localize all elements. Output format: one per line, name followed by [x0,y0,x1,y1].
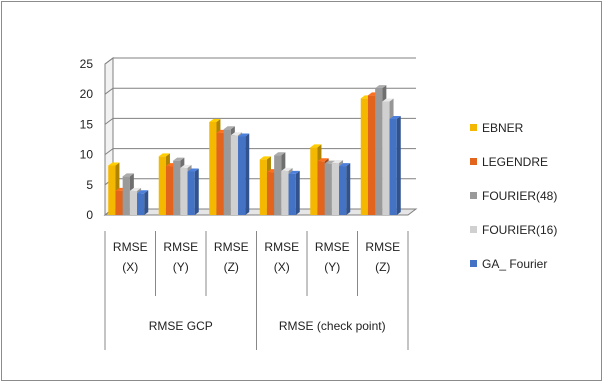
bar [238,136,246,215]
bar [288,173,296,215]
bar [158,156,166,215]
category-label: (Y) [173,260,189,274]
bar-side [245,133,250,215]
bar-top [108,162,120,166]
bar-top [180,164,192,168]
category-label: (Z) [224,260,239,274]
category-label: RMSE [365,240,400,254]
category-label: (Z) [375,260,390,274]
legend-label: LEGENDRE [482,155,548,169]
group-label: RMSE (check point) [279,319,386,333]
legend-label: FOURIER(48) [482,189,557,203]
bar [115,190,123,215]
y-tick-label: 15 [80,117,94,131]
bar [331,163,340,215]
bar-top [129,187,142,191]
legend-swatch [470,260,477,267]
y-tick-label: 0 [86,208,93,222]
bar [137,193,145,215]
bar-top [122,173,134,177]
bar [281,170,289,215]
legend-swatch [470,226,477,233]
bar-top [331,160,344,164]
bar-top [137,190,149,194]
bar-top [324,160,336,164]
bar-side [295,170,300,215]
legend-swatch [470,158,477,165]
gridline [104,87,416,95]
category-label: RMSE [264,240,299,254]
y-tick-label: 10 [80,148,94,162]
bar [310,147,318,215]
category-label: RMSE [214,240,249,254]
bar-top [317,158,329,162]
bar [259,159,267,215]
bar [209,121,217,215]
category-label: RMSE [113,240,148,254]
bar-top [281,167,293,171]
y-tick-label: 25 [80,57,94,71]
bar [324,163,332,215]
bar-top [187,168,199,172]
category-label: (X) [274,260,290,274]
legend-label: EBNER [482,121,524,135]
bar-side [194,168,199,215]
category-label: (X) [122,260,138,274]
bar [375,88,383,215]
bar [173,160,181,215]
gridline [104,57,416,65]
gridline [104,117,416,125]
bar [216,132,224,215]
bar-top [288,170,300,174]
bar-top [223,126,235,130]
bar-top [339,163,351,167]
bar [274,155,282,215]
bar [389,118,397,215]
bar [129,190,138,215]
category-label: RMSE [163,240,198,254]
bar-side [346,163,351,215]
bar-side [144,190,149,215]
bar [266,172,275,215]
bar-top [209,118,221,122]
bar-top [310,144,322,148]
legend-swatch [470,124,477,131]
bar [317,161,325,215]
legend-label: GA_ Fourier [482,257,547,271]
bar-top [230,132,243,136]
bar-top [173,157,185,161]
bar-top [389,115,401,119]
legend-label: FOURIER(16) [482,223,557,237]
bar-top [259,156,271,160]
bar-top [158,153,170,157]
y-tick-label: 20 [80,87,94,101]
bar [122,176,130,215]
bar [382,101,390,215]
legend-swatch [470,192,477,199]
bar [108,165,116,215]
bar [187,171,195,215]
bar-top [382,98,394,102]
bar-top [238,133,250,137]
bar-top [375,85,387,89]
bar-side [396,115,401,215]
bar-top [274,152,286,156]
bar [230,135,239,215]
category-label: (Y) [324,260,340,274]
bar [367,95,376,215]
group-label: RMSE GCP [149,319,213,333]
y-tick-label: 5 [86,178,93,192]
bar [165,166,174,215]
bar [180,167,188,215]
bar [360,98,368,215]
category-label: RMSE [315,240,350,254]
bar [339,166,347,215]
bar [223,129,231,215]
